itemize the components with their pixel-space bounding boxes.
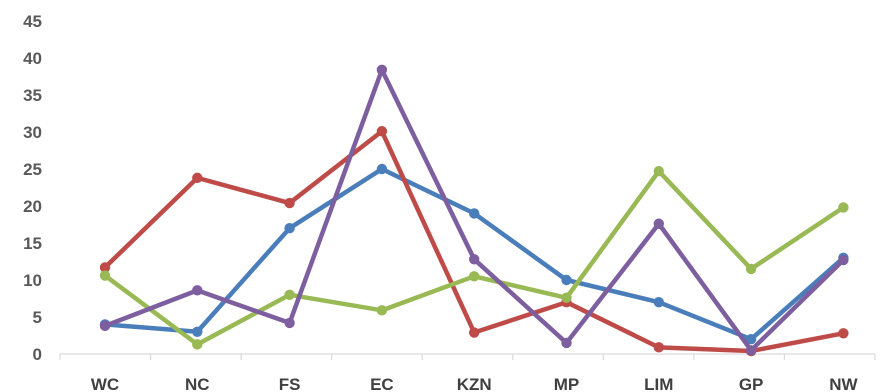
x-tick-label: EC (370, 375, 394, 392)
y-tick-label: 5 (33, 308, 42, 327)
data-point (284, 317, 295, 329)
x-tick-label: MP (554, 375, 580, 392)
data-point (192, 326, 203, 337)
data-point (561, 337, 572, 349)
data-point (469, 254, 480, 265)
y-axis-ticks: 0 5 10 15 20 25 30 35 40 45 (23, 12, 42, 364)
x-tick-label: FS (279, 375, 301, 392)
data-point (192, 339, 203, 350)
data-point (469, 327, 480, 338)
data-point (99, 320, 111, 332)
y-tick-label: 45 (23, 12, 42, 31)
y-tick-label: 10 (23, 271, 42, 290)
y-tick-label: 15 (23, 234, 42, 253)
x-tick-label: NC (185, 375, 210, 392)
data-point (99, 270, 111, 281)
data-point (376, 64, 388, 76)
x-axis-ticks: WC NC FS EC KZN MP LIM GP NW (91, 375, 859, 392)
x-tick-label: WC (91, 375, 119, 392)
x-tick-label: KZN (457, 375, 492, 392)
data-point (745, 334, 757, 345)
data-point (284, 223, 295, 234)
data-point (745, 345, 757, 356)
y-tick-label: 0 (33, 345, 42, 364)
x-tick-label: GP (739, 375, 764, 392)
data-point (284, 197, 295, 209)
data-point (745, 263, 757, 275)
series-line (102, 129, 846, 354)
data-point (561, 274, 572, 286)
data-point (284, 289, 295, 300)
data-point (469, 271, 480, 282)
series-2 (99, 126, 849, 357)
series-3 (99, 166, 849, 350)
data-point (838, 254, 849, 266)
series-4 (99, 64, 849, 356)
data-point (653, 166, 664, 177)
data-point (469, 208, 480, 219)
y-tick-label: 20 (23, 197, 42, 216)
data-point (653, 297, 664, 308)
data-point (376, 163, 388, 175)
data-point (192, 285, 203, 296)
data-point (653, 218, 664, 229)
data-point (653, 342, 664, 353)
series-layer (99, 64, 849, 357)
data-point (838, 328, 849, 339)
data-point (99, 262, 111, 273)
data-point (376, 305, 388, 316)
data-point (561, 292, 572, 303)
y-tick-label: 40 (23, 49, 42, 68)
data-point (192, 172, 203, 184)
x-axis (59, 353, 876, 360)
data-point (376, 126, 388, 137)
y-tick-label: 25 (23, 160, 42, 179)
data-point (838, 202, 849, 213)
y-tick-label: 35 (23, 86, 42, 105)
y-tick-label: 30 (23, 123, 42, 142)
x-tick-label: LIM (644, 375, 673, 392)
x-tick-label: NW (829, 375, 858, 392)
